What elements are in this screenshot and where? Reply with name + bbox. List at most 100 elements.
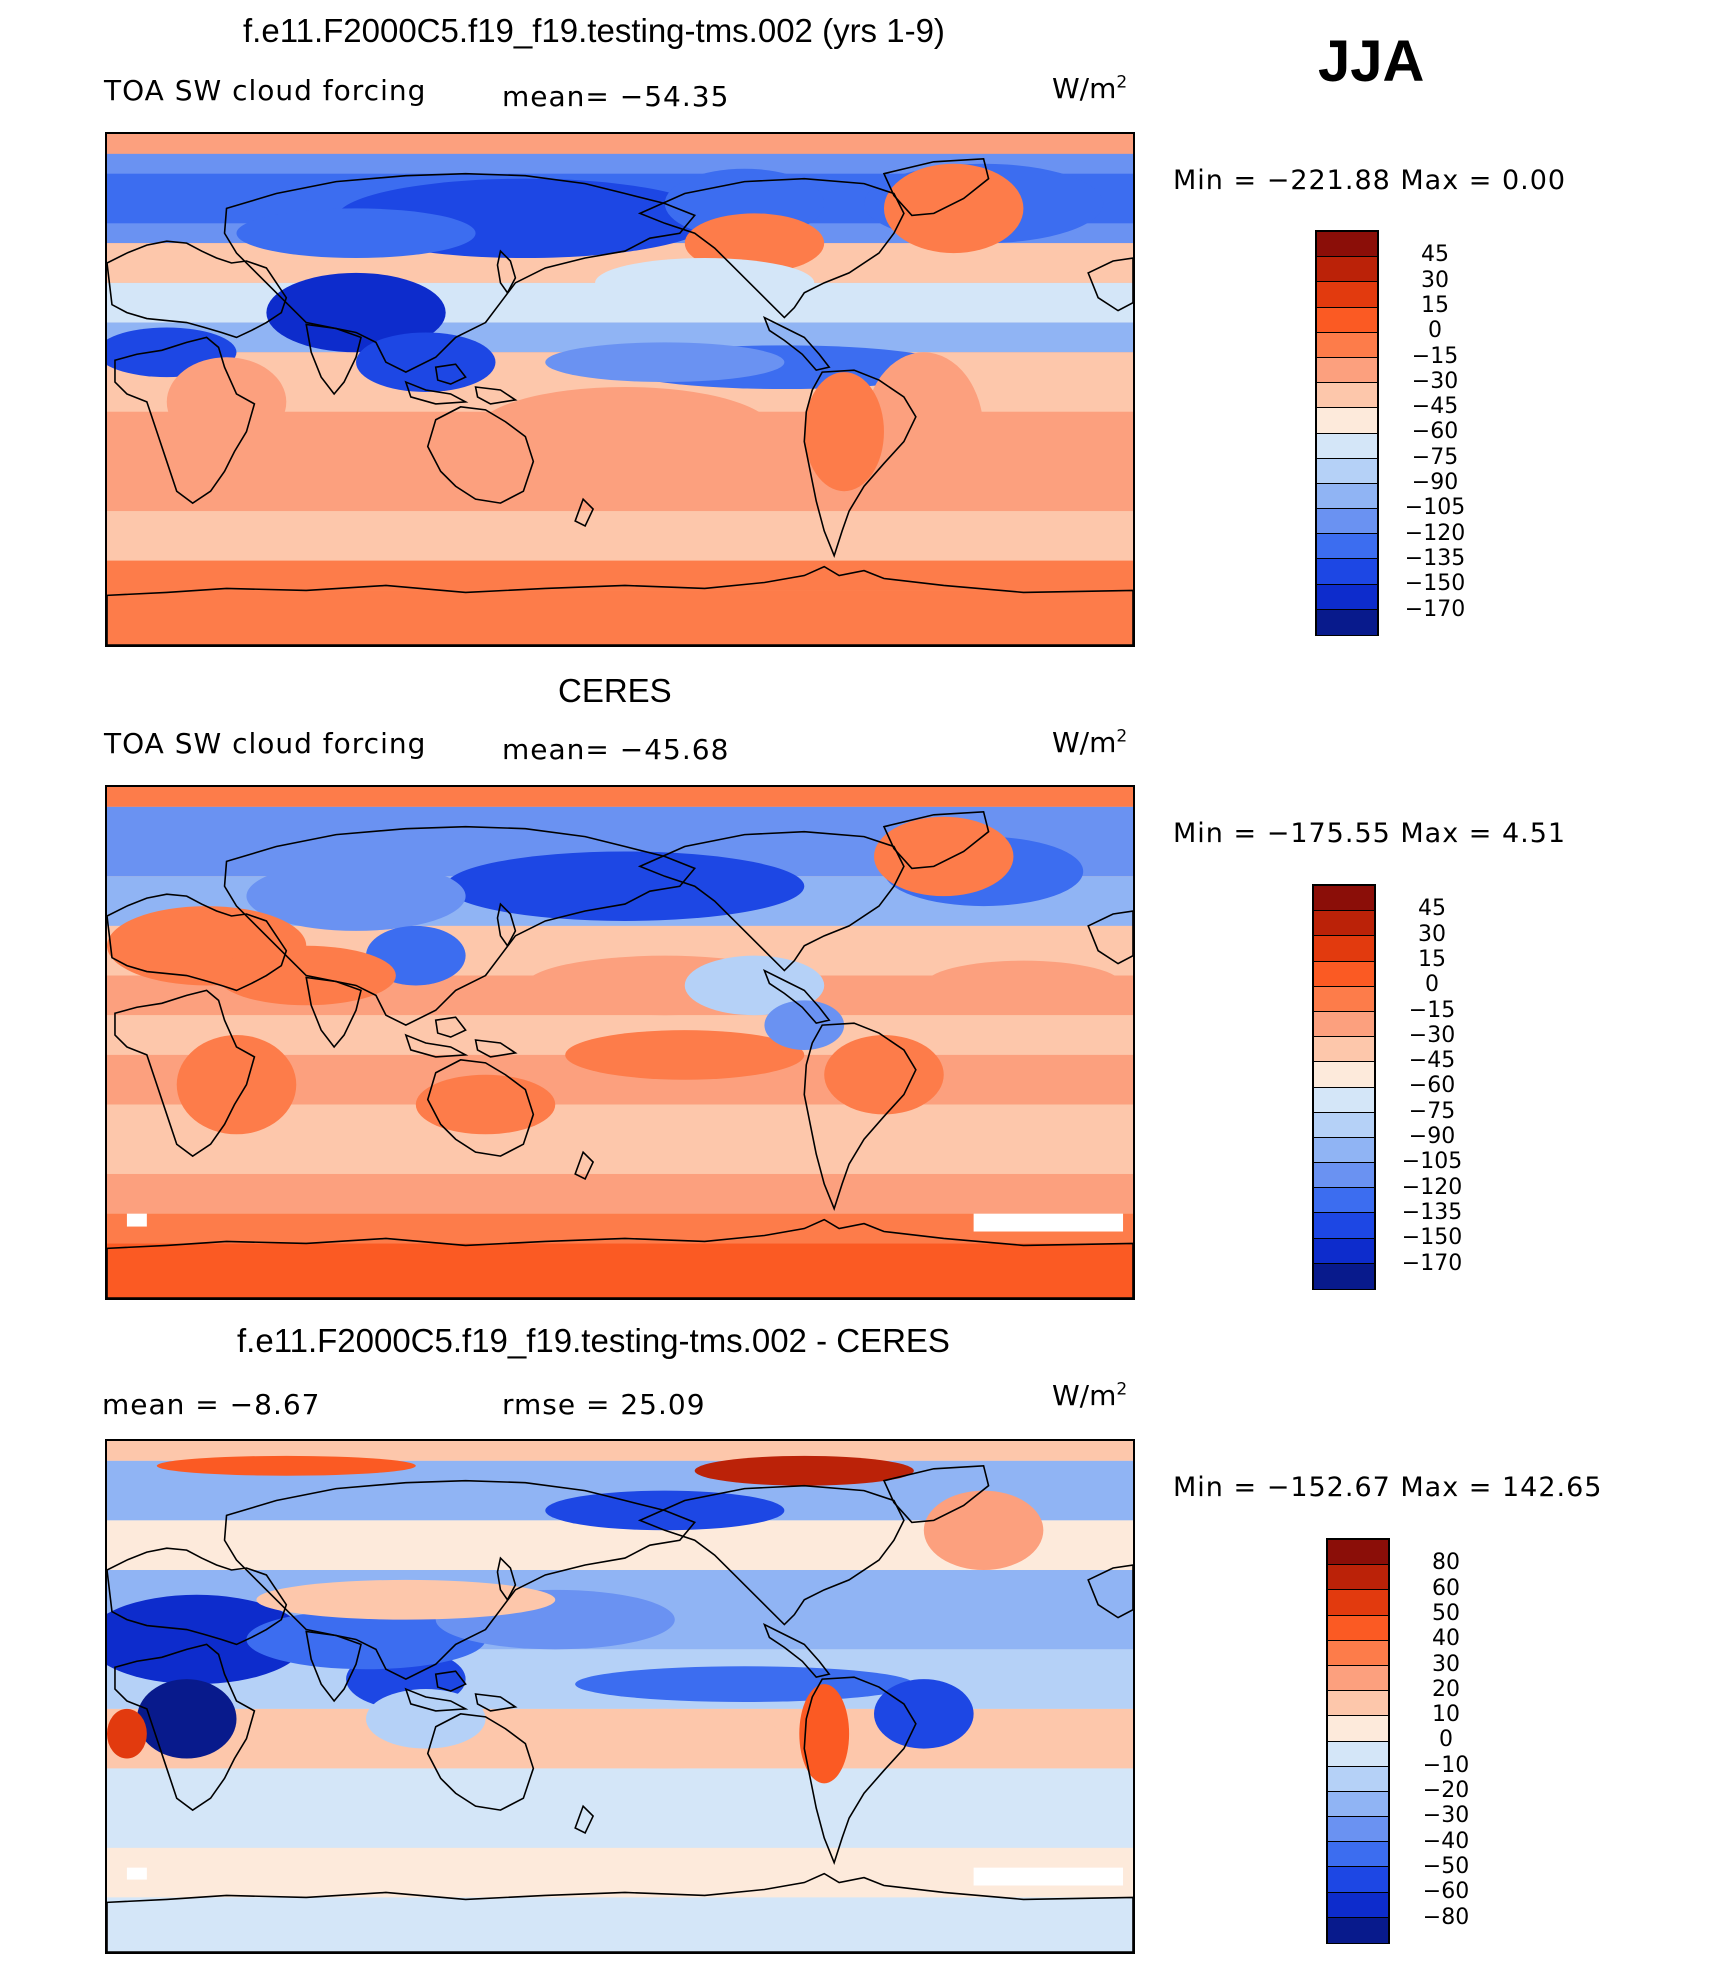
colorbar-swatch bbox=[1328, 1741, 1388, 1767]
contour-field bbox=[107, 1441, 1133, 1952]
colorbar-swatch bbox=[1328, 1615, 1388, 1641]
colorbar-swatch bbox=[1317, 534, 1377, 560]
colorbar-tick-label: −30 bbox=[1422, 1803, 1470, 1829]
colorbar-swatch bbox=[1314, 1163, 1374, 1189]
contour-map bbox=[107, 787, 1133, 1298]
panel-1-title: f.e11.F2000C5.f19_f19.testing-tms.002 (y… bbox=[243, 12, 945, 49]
coastline bbox=[637, 1484, 905, 1626]
coastline bbox=[574, 1150, 595, 1181]
panel-2-mean-label: mean= −45.68 bbox=[502, 733, 730, 766]
colorbar-swatch bbox=[1314, 1238, 1374, 1264]
colorbar-tick-label: 45 bbox=[1421, 242, 1449, 268]
coastline bbox=[882, 157, 990, 217]
colorbar-tick-label: −170 bbox=[1401, 1250, 1463, 1276]
colorbar-swatch bbox=[1317, 483, 1377, 510]
colorbar-tick-label: −120 bbox=[1401, 1174, 1463, 1200]
colorbar-tick-label: −90 bbox=[1408, 1124, 1456, 1149]
colorbar-swatch bbox=[1328, 1640, 1388, 1666]
coastlines bbox=[107, 810, 1133, 1298]
colorbar-swatch bbox=[1317, 433, 1377, 459]
coastline bbox=[107, 1872, 1133, 1952]
colorbar-tick-label: 20 bbox=[1432, 1676, 1460, 1702]
colorbar-tick-label: 30 bbox=[1421, 267, 1449, 293]
colorbar-tick-label: −105 bbox=[1404, 495, 1466, 521]
colorbar-swatch bbox=[1328, 1590, 1388, 1616]
coastlines bbox=[107, 1464, 1133, 1952]
coastline bbox=[474, 1039, 518, 1058]
colorbar-swatch bbox=[1328, 1540, 1388, 1566]
panel-3-title: f.e11.F2000C5.f19_f19.testing-tms.002 - … bbox=[237, 1322, 950, 1359]
coastline bbox=[574, 1804, 595, 1835]
coastline bbox=[305, 323, 362, 396]
coastline bbox=[404, 380, 469, 405]
coastline bbox=[882, 810, 990, 870]
colorbar-swatch bbox=[1317, 584, 1377, 610]
colorbar-tick-label: 30 bbox=[1432, 1651, 1460, 1677]
colorbar-swatch bbox=[1317, 232, 1377, 258]
coastline bbox=[434, 363, 467, 385]
colorbar-swatch bbox=[1314, 1087, 1374, 1113]
colorbar-tick-label: −40 bbox=[1422, 1828, 1470, 1854]
coastline bbox=[803, 369, 917, 559]
colorbar-tick-label: −80 bbox=[1422, 1904, 1470, 1930]
panel-2-left-label: TOA SW cloud forcing bbox=[104, 727, 427, 760]
coastline bbox=[107, 565, 1133, 645]
coastline bbox=[404, 1033, 469, 1058]
colorbar-tick-label: −30 bbox=[1408, 1022, 1456, 1048]
colorbar-tick-label: 10 bbox=[1432, 1702, 1460, 1728]
coastline bbox=[496, 249, 517, 295]
colorbar-tick-label: 50 bbox=[1432, 1600, 1460, 1626]
coastline bbox=[107, 240, 288, 339]
panel-3-units: W/m2 bbox=[1052, 1379, 1128, 1412]
colorbar-tick-label: 30 bbox=[1418, 921, 1446, 947]
coastline bbox=[474, 386, 518, 405]
panel-1-left-label: TOA SW cloud forcing bbox=[104, 74, 427, 107]
colorbar-tick-label: −150 bbox=[1404, 571, 1466, 597]
colorbar-swatch bbox=[1328, 1665, 1388, 1692]
coastline bbox=[434, 1670, 467, 1692]
coastline bbox=[637, 177, 905, 319]
colorbar-swatch bbox=[1328, 1766, 1388, 1792]
colorbar-tick-label: 80 bbox=[1432, 1550, 1460, 1576]
coastline bbox=[107, 893, 288, 992]
coastline bbox=[637, 830, 905, 972]
colorbar-swatch bbox=[1317, 609, 1377, 635]
coastline bbox=[1087, 257, 1133, 312]
colorbar-tick-label: −135 bbox=[1404, 545, 1466, 571]
panel-3-mean-label: mean = −8.67 bbox=[102, 1388, 321, 1421]
colorbar-tick-label: −120 bbox=[1404, 520, 1466, 546]
coastline bbox=[114, 336, 256, 505]
colorbar-swatch bbox=[1314, 1112, 1374, 1138]
panel-3-minmax: Min = −152.67 Max = 142.65 bbox=[1173, 1472, 1603, 1503]
colorbar-swatch bbox=[1314, 961, 1374, 987]
colorbar-tick-label: 15 bbox=[1418, 946, 1446, 972]
colorbar-tick-label: −30 bbox=[1411, 368, 1459, 394]
colorbar-swatch bbox=[1317, 509, 1377, 535]
coastline bbox=[434, 1016, 467, 1038]
colorbar-tick-label: −60 bbox=[1408, 1073, 1456, 1099]
coastline bbox=[574, 497, 595, 528]
colorbar-tick-label: −15 bbox=[1411, 343, 1459, 369]
panel-1-map bbox=[105, 132, 1135, 647]
colorbar-tick-label: 0 bbox=[1439, 1727, 1453, 1753]
colorbar-tick-label: 45 bbox=[1418, 896, 1446, 922]
colorbar-swatch bbox=[1328, 1691, 1388, 1717]
colorbar-swatch bbox=[1317, 357, 1377, 384]
panel-1-mean-label: mean= −54.35 bbox=[502, 80, 730, 113]
colorbar-tick-label: −75 bbox=[1408, 1098, 1456, 1124]
colorbar-swatch bbox=[1317, 559, 1377, 585]
colorbar-swatch bbox=[1314, 1011, 1374, 1038]
panel-1-units: W/m2 bbox=[1052, 72, 1128, 105]
colorbar-tick-label: −60 bbox=[1411, 419, 1459, 445]
coastline bbox=[404, 1687, 469, 1712]
coastline bbox=[762, 968, 831, 1025]
colorbar-tick-label: −75 bbox=[1411, 444, 1459, 470]
coastline bbox=[882, 1464, 990, 1524]
coastline bbox=[305, 1630, 362, 1703]
panel-3-colorbar bbox=[1326, 1538, 1390, 1944]
colorbar-tick-label: −90 bbox=[1411, 470, 1459, 495]
panel-2-colorbar bbox=[1312, 884, 1376, 1290]
colorbar-swatch bbox=[1314, 986, 1374, 1012]
colorbar-swatch bbox=[1314, 1037, 1374, 1063]
colorbar-tick-label: −50 bbox=[1422, 1853, 1470, 1879]
